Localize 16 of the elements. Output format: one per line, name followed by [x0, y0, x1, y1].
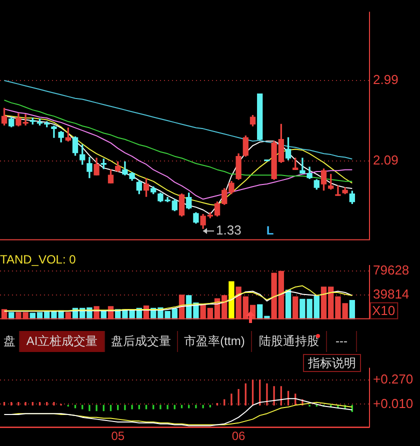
y-tick-label: +0.270: [373, 372, 414, 387]
annotation: L: [266, 223, 274, 238]
x-tick-label: 06: [232, 429, 246, 444]
x-tick-label: 05: [111, 429, 125, 444]
chart-title: TAND_VOL: 0: [0, 252, 76, 266]
y-tick-label: 79628: [373, 262, 410, 278]
y-tick-label: +0.010: [373, 396, 414, 411]
bar: [349, 300, 355, 320]
y-axis-title: X10: [372, 302, 396, 318]
bar: [228, 281, 234, 320]
y-tick-label: 2.09: [373, 152, 398, 168]
y-tick-label: 39814: [373, 286, 410, 302]
annotation: 1.33: [216, 222, 242, 238]
button[interactable]: 指标说明: [303, 354, 361, 372]
tab[interactable]: AI立桩成交量: [20, 331, 105, 352]
y-tick-label: 2.99: [373, 72, 398, 88]
